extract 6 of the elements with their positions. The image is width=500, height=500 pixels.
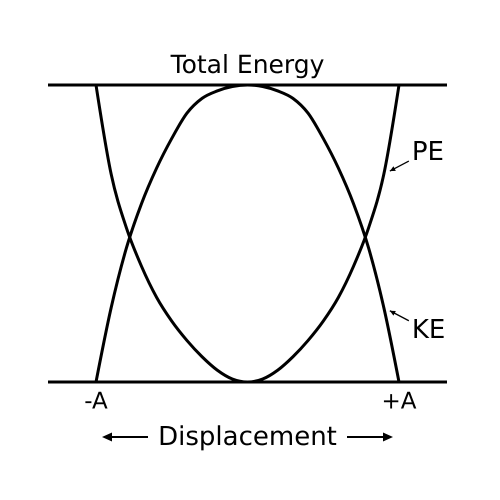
legend-label: KE [412, 314, 446, 345]
x-tick-label: -A [84, 388, 108, 414]
legend-label: PE [412, 137, 444, 168]
x-tick-label: +A [381, 388, 417, 414]
ref-line-label: Total Energy [170, 50, 325, 79]
x-axis-title: Displacement [158, 422, 337, 452]
